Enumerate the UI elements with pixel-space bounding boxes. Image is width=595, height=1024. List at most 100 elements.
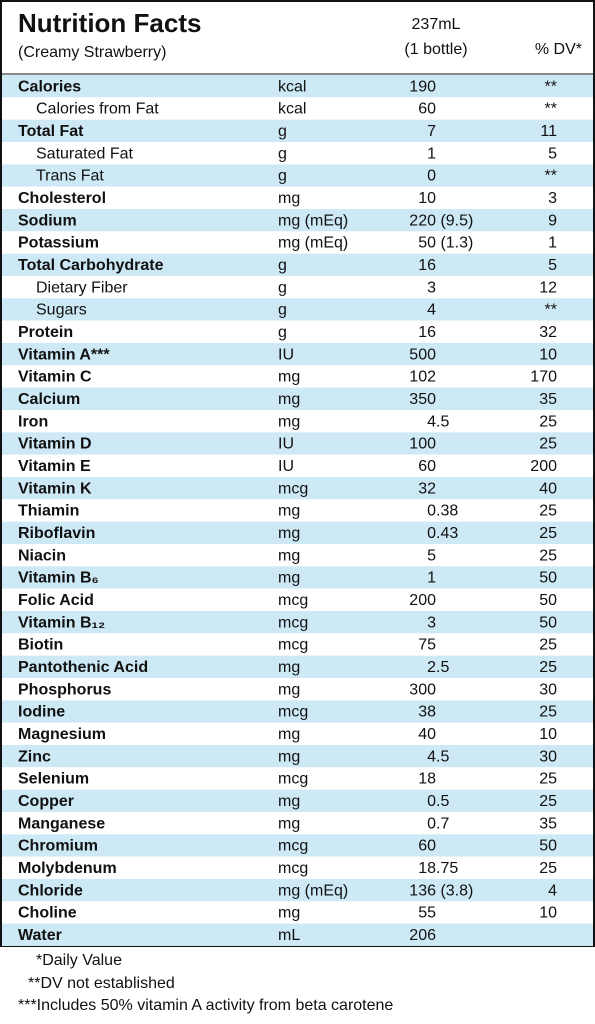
unit: IU [278, 436, 294, 453]
nutrient-name: Vitamin B₆ [18, 570, 99, 587]
unit: mcg [278, 592, 308, 609]
amount: 16 [418, 257, 436, 274]
unit: kcal [278, 101, 306, 118]
nutrient-name: Biotin [18, 637, 63, 654]
serving-unit: (1 bottle) [404, 41, 467, 58]
amount: 4 [427, 302, 436, 319]
daily-value: 25 [539, 771, 557, 788]
row-background [2, 678, 593, 701]
daily-value: 25 [539, 436, 557, 453]
daily-value: 10 [539, 346, 557, 363]
serving-size: 237mL [412, 16, 461, 33]
amount: 32 [418, 480, 436, 497]
daily-value: 50 [539, 592, 557, 609]
nutrient-name: Potassium [18, 235, 99, 252]
unit: mcg [278, 480, 308, 497]
nutrient-name: Phosphorus [18, 681, 111, 698]
amount: 2.5 [427, 659, 449, 676]
amount: 0.38 [427, 503, 458, 520]
row-background [2, 499, 593, 522]
amount: 206 [409, 927, 436, 944]
row-background [2, 231, 593, 254]
daily-value: 30 [539, 681, 557, 698]
nutrient-name: Thiamin [18, 503, 79, 520]
amount: 1 [427, 145, 436, 162]
amount: 300 [409, 681, 436, 698]
daily-value: 50 [539, 838, 557, 855]
amount: 18.75 [418, 860, 458, 877]
row-background [2, 454, 593, 477]
row-background [2, 142, 593, 165]
amount: 350 [409, 391, 436, 408]
footnote: **DV not established [28, 975, 175, 992]
unit: mg [278, 369, 300, 386]
unit: mg [278, 570, 300, 587]
row-background [2, 477, 593, 500]
unit: kcal [278, 78, 306, 95]
row-background [2, 387, 593, 410]
unit: mg [278, 413, 300, 430]
daily-value: 25 [539, 413, 557, 430]
unit: mg [278, 525, 300, 542]
amount: 200 [409, 592, 436, 609]
rows: Calories kcal 190 **Calories from Fat kcal 60… [2, 75, 593, 946]
nutrient-name: Trans Fat [36, 168, 104, 185]
amount: 500 [409, 346, 436, 363]
amount: 220 (9.5) [409, 212, 473, 229]
nutrient-name: Dietary Fiber [36, 279, 128, 296]
unit: g [278, 279, 287, 296]
amount: 50 (1.3) [418, 235, 473, 252]
nutrient-name: Vitamin K [18, 480, 92, 497]
amount: 38 [418, 704, 436, 721]
unit: mcg [278, 637, 308, 654]
nutrient-name: Calories from Fat [36, 101, 159, 118]
daily-value: 5 [548, 257, 557, 274]
daily-value: 25 [539, 547, 557, 564]
nutrient-name: Zinc [18, 748, 51, 765]
nutrient-name: Cholesterol [18, 190, 106, 207]
unit: mg [278, 391, 300, 408]
subtitle: (Creamy Strawberry) [18, 44, 166, 61]
row-background [2, 432, 593, 455]
unit: mg [278, 815, 300, 832]
amount: 4.5 [427, 413, 449, 430]
nutrient-name: Magnesium [18, 726, 106, 743]
row-background [2, 97, 593, 120]
unit: mg [278, 547, 300, 564]
unit: mcg [278, 860, 308, 877]
unit: mcg [278, 838, 308, 855]
unit: mg [278, 726, 300, 743]
dv-header: % DV* [535, 41, 582, 58]
daily-value: 170 [530, 369, 557, 386]
row-background [2, 298, 593, 321]
row-background [2, 633, 593, 656]
unit: mcg [278, 771, 308, 788]
daily-value: 3 [548, 190, 557, 207]
footnote: *Daily Value [36, 952, 122, 969]
row-background [2, 789, 593, 812]
row-background [2, 410, 593, 433]
amount: 40 [418, 726, 436, 743]
nutrient-name: Sodium [18, 212, 77, 229]
amount: 7 [427, 123, 436, 140]
daily-value: 200 [530, 458, 557, 475]
nutrient-name: Chromium [18, 838, 98, 855]
nutrient-name: Total Fat [18, 123, 84, 140]
amount: 60 [418, 458, 436, 475]
nutrient-name: Vitamin B₁₂ [18, 614, 105, 631]
amount: 100 [409, 436, 436, 453]
title: Nutrition Facts [18, 8, 201, 38]
daily-value: ** [545, 101, 557, 118]
row-background [2, 186, 593, 209]
row-background [2, 566, 593, 589]
nutrient-name: Sugars [36, 302, 87, 319]
row-background [2, 343, 593, 366]
daily-value: 32 [539, 324, 557, 341]
amount: 0.7 [427, 815, 449, 832]
unit: g [278, 168, 287, 185]
amount: 136 (3.8) [409, 882, 473, 899]
unit: mg (mEq) [278, 235, 348, 252]
row-background [2, 901, 593, 924]
nutrient-name: Pantothenic Acid [18, 659, 148, 676]
